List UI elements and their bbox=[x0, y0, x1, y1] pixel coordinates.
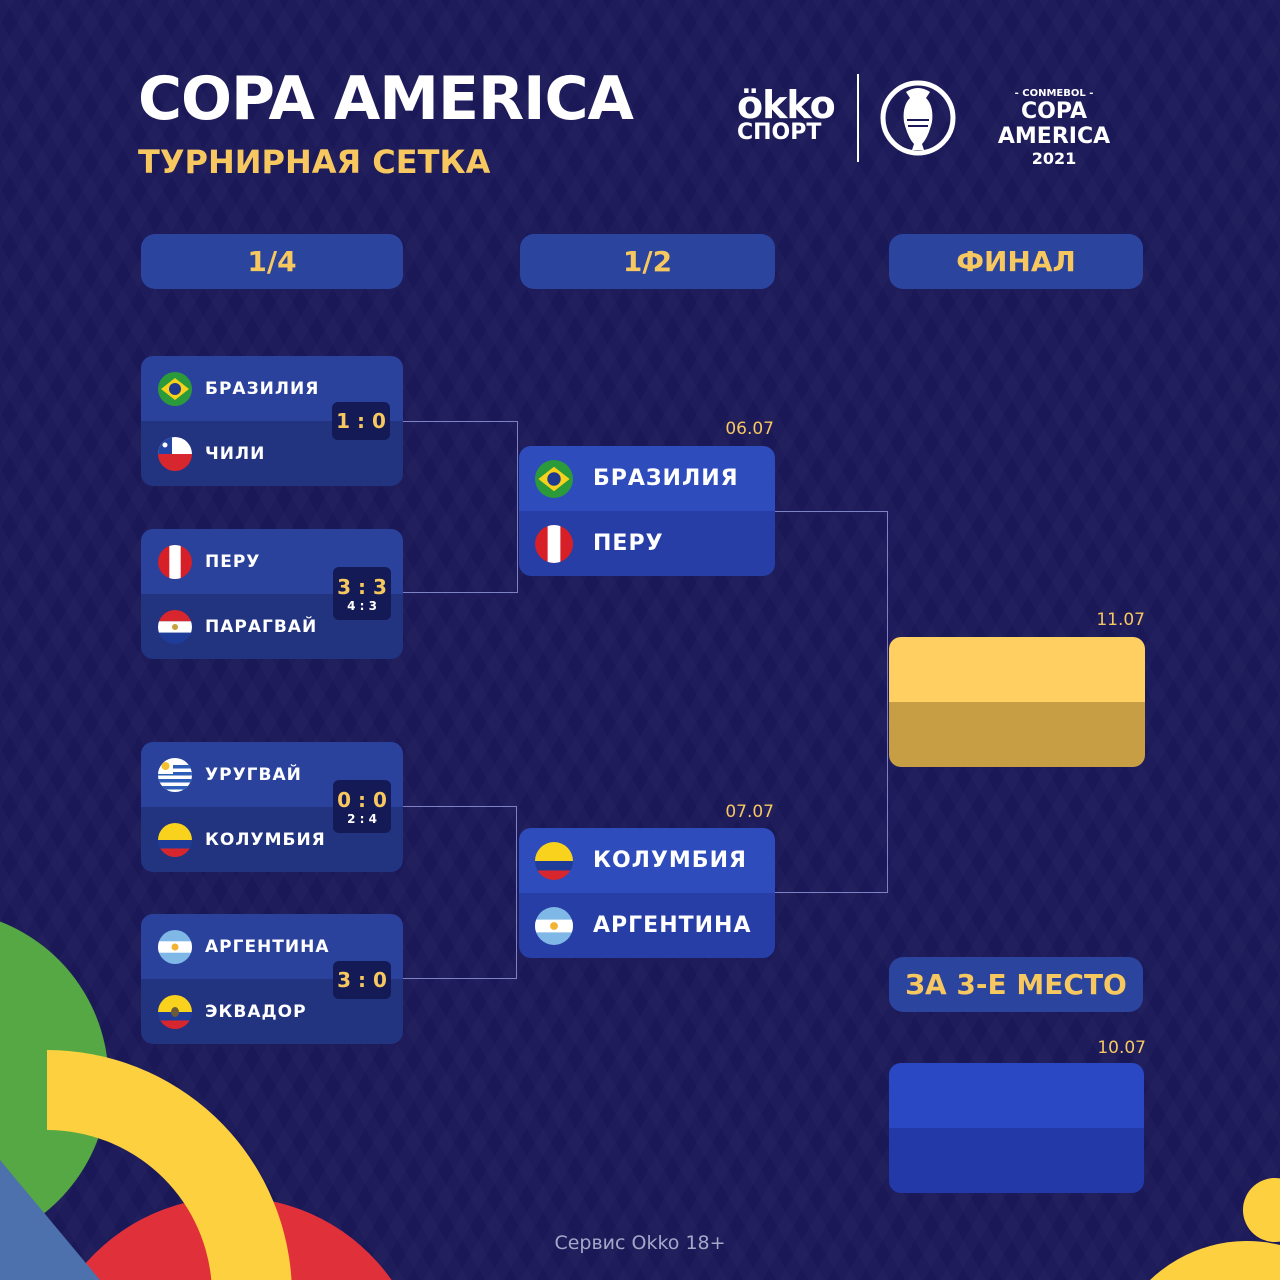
argentina-flag-icon bbox=[158, 930, 192, 964]
third-place-match[interactable] bbox=[889, 1063, 1144, 1193]
colombia-flag-icon bbox=[535, 842, 573, 880]
team-name: ЧИЛИ bbox=[205, 443, 266, 464]
final-slot-2 bbox=[889, 702, 1145, 767]
semifinal-match-2[interactable]: КОЛУМБИЯ АРГЕНТИНА bbox=[519, 828, 775, 958]
brazil-flag-icon bbox=[535, 460, 573, 498]
match-date: 11.07 bbox=[1096, 610, 1145, 630]
quarterfinal-match-2[interactable]: ПЕРУ ПАРАГВАЙ bbox=[141, 529, 403, 659]
chile-flag-icon bbox=[158, 437, 192, 471]
page-subtitle: ТУРНИРНАЯ СЕТКА bbox=[138, 143, 491, 181]
footer-text: Сервис Okko 18+ bbox=[554, 1232, 726, 1254]
peru-flag-icon bbox=[535, 525, 573, 563]
decor-blue-triangle bbox=[0, 1160, 100, 1280]
bracket-connector bbox=[775, 511, 888, 893]
paraguay-flag-icon bbox=[158, 610, 192, 644]
decor-yellow-dot bbox=[1242, 1178, 1280, 1242]
team-row: КОЛУМБИЯ bbox=[519, 828, 775, 893]
team-name: КОЛУМБИЯ bbox=[593, 848, 747, 873]
third-place-slot-2 bbox=[889, 1128, 1144, 1193]
bracket-connector bbox=[403, 421, 518, 593]
decor-yellow-corner bbox=[1150, 1241, 1280, 1280]
stage-header-semifinal: 1/2 bbox=[520, 234, 775, 289]
team-name: АРГЕНТИНА bbox=[593, 913, 752, 938]
decor-yellow-arc bbox=[47, 1050, 292, 1280]
quarterfinal-match-1[interactable]: БРАЗИЛИЯ ЧИЛИ bbox=[141, 356, 403, 486]
peru-flag-icon bbox=[158, 545, 192, 579]
brazil-flag-icon bbox=[158, 372, 192, 406]
quarterfinal-match-3[interactable]: УРУГВАЙ КОЛУМБИЯ bbox=[141, 742, 403, 872]
stage-header-third-place: ЗА 3-Е МЕСТО bbox=[889, 957, 1143, 1012]
team-row: БРАЗИЛИЯ bbox=[519, 446, 775, 511]
copa-trophy-icon bbox=[880, 80, 956, 156]
team-name: УРУГВАЙ bbox=[205, 764, 302, 785]
team-row: КОЛУМБИЯ bbox=[141, 807, 403, 872]
match-date: 07.07 bbox=[725, 802, 774, 822]
uruguay-flag-icon bbox=[158, 758, 192, 792]
team-name: ПАРАГВАЙ bbox=[205, 616, 318, 637]
team-row: АРГЕНТИНА bbox=[519, 893, 775, 958]
final-slot-1 bbox=[889, 637, 1145, 702]
match-date: 10.07 bbox=[1097, 1038, 1146, 1058]
logo-divider bbox=[857, 74, 859, 162]
colombia-flag-icon bbox=[158, 823, 192, 857]
third-place-slot-1 bbox=[889, 1063, 1144, 1128]
page-title: COPA AMERICA bbox=[138, 64, 634, 134]
team-name: ПЕРУ bbox=[593, 531, 664, 556]
team-name: БРАЗИЛИЯ bbox=[593, 466, 739, 491]
team-name: БРАЗИЛИЯ bbox=[205, 378, 320, 399]
match-score: 1 : 0 bbox=[332, 402, 390, 440]
semifinal-match-1[interactable]: БРАЗИЛИЯ ПЕРУ bbox=[519, 446, 775, 576]
team-name: КОЛУМБИЯ bbox=[205, 829, 326, 850]
argentina-flag-icon bbox=[535, 907, 573, 945]
team-name: ЭКВАДОР bbox=[205, 1001, 307, 1022]
stage-header-final: ФИНАЛ bbox=[889, 234, 1143, 289]
team-name: ПЕРУ bbox=[205, 551, 261, 572]
match-score: 3 : 0 bbox=[333, 961, 391, 999]
bracket-connector bbox=[403, 806, 517, 979]
penalty-score: 4 : 3 bbox=[347, 598, 377, 613]
match-date: 06.07 bbox=[725, 419, 774, 439]
copa-america-logo: - CONMEBOL - COPA AMERICA 2021 bbox=[997, 88, 1111, 168]
penalty-score: 2 : 4 bbox=[347, 811, 377, 826]
final-match[interactable] bbox=[889, 637, 1145, 767]
okko-sport-logo: ökko СПОРТ bbox=[737, 83, 836, 145]
team-name: АРГЕНТИНА bbox=[205, 936, 330, 957]
ecuador-flag-icon bbox=[158, 995, 192, 1029]
team-row: ПЕРУ bbox=[519, 511, 775, 576]
stage-header-quarterfinal: 1/4 bbox=[141, 234, 403, 289]
